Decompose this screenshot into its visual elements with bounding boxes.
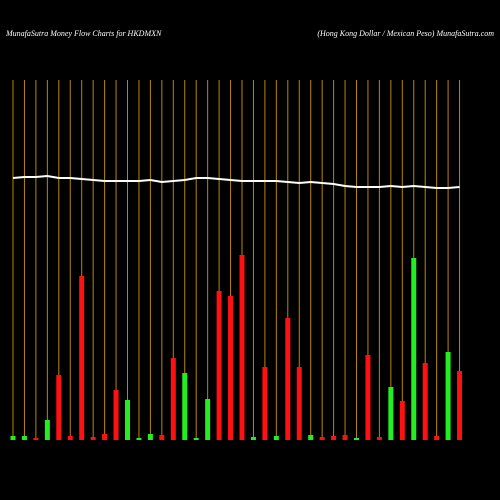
- bar: [388, 387, 394, 440]
- bar: [273, 436, 279, 440]
- chart-subtitle: (Hong Kong Dollar / Mexican Peso) Munafa…: [317, 29, 494, 38]
- bar: [434, 436, 440, 440]
- bar: [44, 420, 50, 440]
- bar: [285, 318, 291, 440]
- bar: [239, 255, 245, 440]
- bar: [10, 436, 16, 440]
- bar: [147, 434, 153, 440]
- bar: [354, 438, 359, 440]
- bar: [445, 352, 451, 440]
- bar: [102, 434, 108, 440]
- bar: [33, 438, 39, 440]
- bar: [216, 291, 222, 440]
- bar: [56, 375, 62, 440]
- bar: [308, 435, 314, 440]
- chart-title: MunafaSutra Money Flow Charts for HKDMXN: [5, 29, 162, 38]
- bar: [67, 436, 73, 440]
- bar: [319, 437, 325, 440]
- bar: [125, 400, 130, 440]
- bar: [262, 367, 268, 440]
- bar: [422, 363, 428, 440]
- bar: [205, 399, 211, 440]
- bar: [182, 373, 188, 440]
- bar: [136, 438, 142, 440]
- bar: [250, 437, 256, 440]
- bar: [365, 355, 371, 440]
- bar: [21, 436, 27, 440]
- bar: [193, 438, 199, 440]
- bar: [457, 371, 463, 440]
- bar: [296, 367, 302, 440]
- bar: [113, 390, 119, 440]
- bar: [342, 435, 348, 440]
- bar: [159, 435, 165, 440]
- bar: [411, 258, 417, 440]
- bar: [90, 437, 96, 440]
- bar: [376, 437, 382, 440]
- bar: [79, 276, 85, 440]
- bar: [331, 436, 337, 440]
- money-flow-line: [12, 174, 460, 189]
- bar: [228, 296, 234, 440]
- bar: [170, 358, 176, 440]
- bar: [399, 401, 405, 440]
